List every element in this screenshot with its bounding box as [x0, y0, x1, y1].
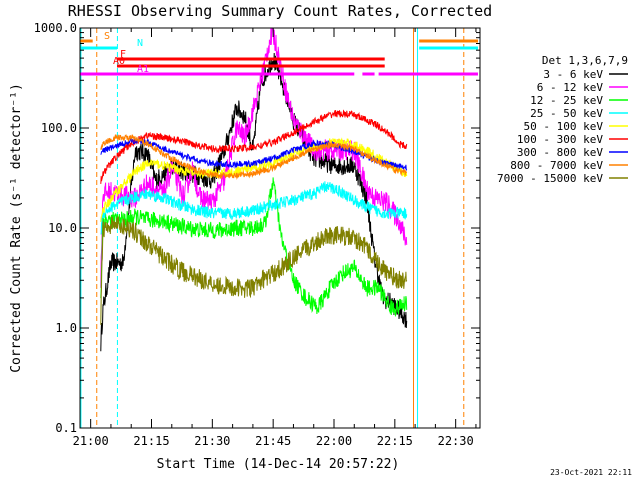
flag-label-f: F	[120, 49, 126, 60]
y-tick-label: 100.0	[41, 121, 77, 135]
flag-bar-s: S	[80, 31, 478, 43]
y-tick-label: 1000.0	[34, 21, 77, 35]
flag-label-a1: A1	[137, 64, 149, 75]
x-tick-label: 21:30	[194, 434, 230, 448]
flag-bar-f: F	[117, 49, 385, 61]
y-tick-label: 1.0	[55, 321, 77, 335]
series-4	[100, 181, 408, 235]
legend-label-7: 300 - 800 keV	[517, 146, 603, 159]
series-line-3	[100, 177, 408, 318]
x-tick-label: 21:15	[133, 434, 169, 448]
series-line-6	[100, 109, 408, 184]
x-tick-label: 22:30	[438, 434, 474, 448]
series-9	[100, 216, 408, 325]
series-line-4	[100, 181, 408, 235]
legend-label-8: 800 - 7000 keV	[510, 159, 603, 172]
legend-label-4: 25 - 50 keV	[530, 107, 603, 120]
x-tick-label: 22:00	[316, 434, 352, 448]
y-axis-label: Corrected Count Rate (s⁻¹ detector⁻¹)	[9, 83, 24, 373]
series-2	[100, 27, 408, 288]
y-axis: 0.1 1.0 10.0 100.0 1000.0	[34, 21, 480, 435]
legend-label-6: 100 - 300 keV	[517, 133, 603, 146]
series-line-9	[100, 216, 408, 325]
x-axis-label: Start Time (14-Dec-14 20:57:22)	[157, 457, 400, 472]
flag-label-a0: A0	[113, 56, 125, 67]
flag-bar-a1: A1	[80, 64, 478, 76]
series-line-8	[100, 134, 408, 180]
series-line-2	[100, 27, 408, 288]
flag-label-n: N	[137, 38, 143, 49]
x-tick-label: 22:15	[377, 434, 413, 448]
flag-bar-n: N	[80, 38, 478, 50]
legend-title: Det 1,3,6,7,9	[542, 54, 628, 67]
legend-label-9: 7000 - 15000 keV	[497, 172, 603, 185]
x-tick-label: 21:00	[73, 434, 109, 448]
series-8	[100, 134, 408, 180]
legend-label-2: 6 - 12 keV	[537, 81, 604, 94]
legend-label-3: 12 - 25 keV	[530, 94, 603, 107]
series-6	[100, 109, 408, 184]
y-tick-label: 0.1	[55, 421, 77, 435]
series-3	[100, 177, 408, 318]
x-tick-label: 21:45	[255, 434, 291, 448]
x-axis: 21:00 21:15 21:30 21:45 22:00 22:15 22:30	[73, 28, 477, 448]
y-tick-label: 10.0	[48, 221, 77, 235]
legend-label-1: 3 - 6 keV	[543, 68, 603, 81]
legend-label-5: 50 - 100 keV	[524, 120, 604, 133]
series-lines	[100, 27, 408, 352]
flag-bar-a0: A0	[113, 56, 385, 68]
flag-label-s: S	[104, 31, 110, 42]
chart-title: RHESSI Observing Summary Count Rates, Co…	[68, 2, 492, 20]
date-stamp: 23-Oct-2021 22:11	[550, 468, 632, 477]
